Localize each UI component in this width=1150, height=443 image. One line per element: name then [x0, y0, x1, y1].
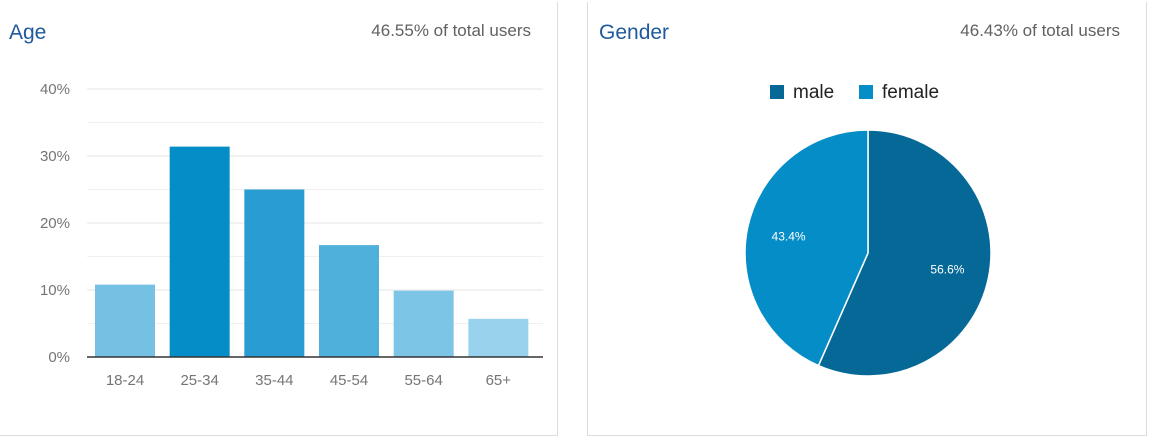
pie-label-female: 43.4%: [772, 229, 806, 243]
legend-label: female: [882, 82, 939, 103]
gender-pie-chart: male female 56.6% 43.4%: [744, 82, 992, 377]
x-tick-label: 18-24: [106, 372, 144, 389]
bar-45-54[interactable]: [319, 245, 379, 357]
gender-card: Gender 46.43% of total users male female 5…: [587, 2, 1147, 436]
age-title: Age: [9, 21, 47, 44]
x-tick-label: 35-44: [255, 372, 293, 389]
pie-label-male: 56.6%: [930, 263, 964, 277]
bar-35-44[interactable]: [244, 189, 305, 358]
x-tick-label: 25-34: [180, 372, 218, 389]
y-tick-label: 30%: [40, 148, 70, 165]
y-tick-label: 10%: [40, 282, 70, 299]
legend-swatch: [770, 85, 784, 99]
y-tick-label: 40%: [40, 81, 70, 98]
gender-title: Gender: [599, 21, 670, 44]
age-subtitle: 46.55% of total users: [371, 21, 531, 40]
y-tick-label: 20%: [40, 215, 70, 232]
pie-slice-female[interactable]: [744, 129, 869, 367]
bar-65+[interactable]: [468, 318, 529, 357]
y-tick-label: 0%: [48, 349, 70, 366]
bar-25-34[interactable]: [169, 146, 230, 357]
x-tick-label: 45-54: [330, 372, 368, 389]
pie-slice-male[interactable]: [817, 129, 992, 377]
legend-item-male[interactable]: male: [770, 82, 834, 103]
gender-subtitle: 46.43% of total users: [960, 21, 1120, 40]
legend-swatch: [859, 85, 873, 99]
legend-item-female[interactable]: female: [859, 82, 939, 103]
legend-label: male: [793, 82, 834, 103]
age-card: Age 46.55% of total users 0% 10% 20% 30% 40%…: [0, 2, 558, 436]
x-tick-label: 65+: [486, 372, 512, 389]
x-tick-label: 55-64: [404, 372, 442, 389]
age-bar-chart: 0% 10% 20% 30% 40% 18-24 25-34 35-44 45-54 55-64 6…: [40, 81, 543, 389]
bar-18-24[interactable]: [95, 284, 155, 357]
bar-55-64[interactable]: [393, 290, 454, 357]
